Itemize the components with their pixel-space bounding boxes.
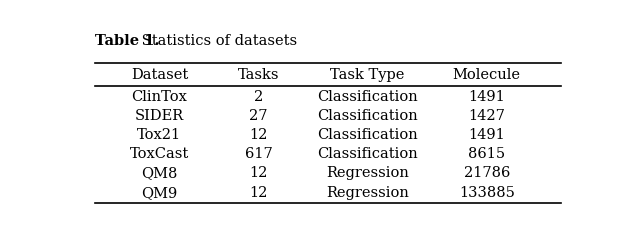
Text: Table 1.: Table 1. xyxy=(95,34,159,48)
Text: 8615: 8615 xyxy=(468,147,506,161)
Text: Statistics of datasets: Statistics of datasets xyxy=(137,34,297,48)
Text: SIDER: SIDER xyxy=(135,109,184,123)
Text: Task Type: Task Type xyxy=(330,67,405,82)
Text: ClinTox: ClinTox xyxy=(131,90,188,104)
Text: Classification: Classification xyxy=(317,128,418,142)
Text: 617: 617 xyxy=(244,147,273,161)
Text: Tox21: Tox21 xyxy=(138,128,181,142)
Text: 12: 12 xyxy=(250,128,268,142)
Text: Regression: Regression xyxy=(326,186,409,200)
Text: Classification: Classification xyxy=(317,109,418,123)
Text: Molecule: Molecule xyxy=(452,67,521,82)
Text: 2: 2 xyxy=(254,90,263,104)
Text: 133885: 133885 xyxy=(459,186,515,200)
Text: QM8: QM8 xyxy=(141,167,177,180)
Text: Tasks: Tasks xyxy=(238,67,279,82)
Text: 1427: 1427 xyxy=(468,109,505,123)
Text: Regression: Regression xyxy=(326,167,409,180)
Text: Classification: Classification xyxy=(317,90,418,104)
Text: 1491: 1491 xyxy=(468,90,505,104)
Text: Dataset: Dataset xyxy=(131,67,188,82)
Text: 27: 27 xyxy=(250,109,268,123)
Text: 12: 12 xyxy=(250,167,268,180)
Text: 12: 12 xyxy=(250,186,268,200)
Text: ToxCast: ToxCast xyxy=(130,147,189,161)
Text: QM9: QM9 xyxy=(141,186,177,200)
Text: 21786: 21786 xyxy=(463,167,510,180)
Text: Classification: Classification xyxy=(317,147,418,161)
Text: 1491: 1491 xyxy=(468,128,505,142)
